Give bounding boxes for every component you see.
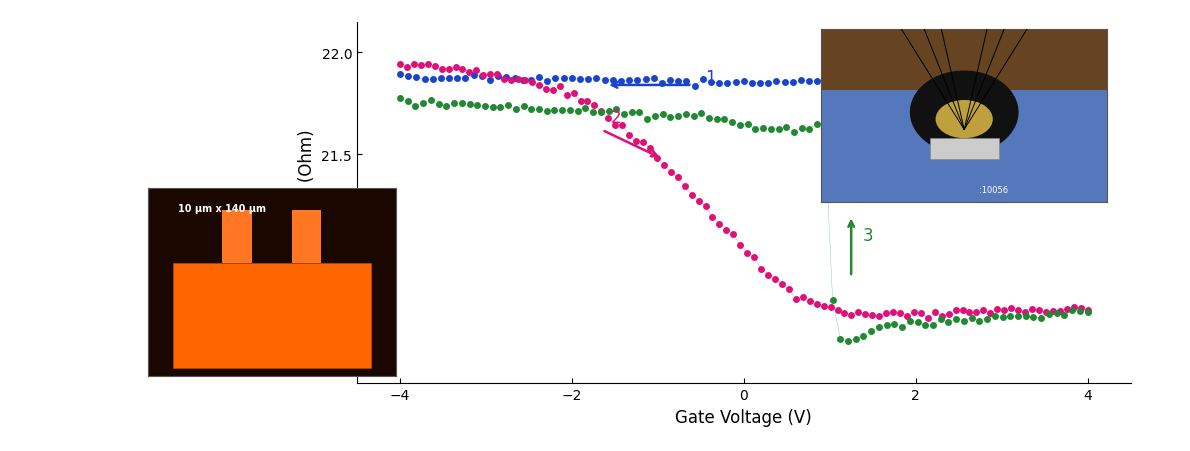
Y-axis label: Resistance (Ohm): Resistance (Ohm)	[298, 129, 315, 276]
Text: 2: 2	[610, 108, 621, 126]
Text: 1: 1	[704, 69, 715, 87]
X-axis label: Gate Voltage (V): Gate Voltage (V)	[676, 408, 812, 426]
Text: 3: 3	[863, 227, 873, 244]
